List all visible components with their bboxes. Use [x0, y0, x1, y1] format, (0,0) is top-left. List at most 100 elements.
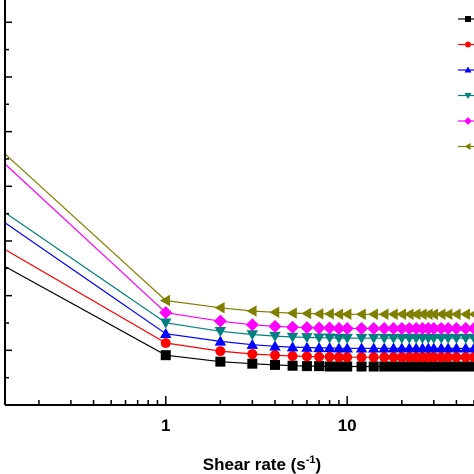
data-point-series-1	[436, 361, 447, 372]
data-point-series-3	[367, 342, 380, 353]
data-point-series-6	[333, 308, 344, 321]
data-point-series-3	[387, 342, 400, 353]
x-axis-title-main: Shear rate (s	[203, 455, 306, 474]
data-point-series-3	[313, 342, 325, 353]
data-point-series-1	[423, 361, 434, 372]
data-point-series-2	[451, 352, 462, 363]
legend-marker-3	[464, 66, 472, 73]
data-point-series-6	[269, 306, 280, 319]
x-axis-title-suffix: )	[316, 455, 322, 474]
data-point-series-5	[377, 321, 391, 335]
data-point-series-1	[269, 359, 280, 370]
data-point-series-2	[287, 350, 298, 361]
data-point-series-2	[160, 338, 171, 349]
x-axis-tick-label: 1	[161, 416, 170, 435]
data-point-series-4	[450, 333, 463, 344]
data-point-series-6	[403, 308, 414, 321]
data-point-series-5	[213, 314, 227, 328]
data-point-series-1	[314, 361, 325, 372]
data-point-series-4	[286, 332, 299, 343]
data-point-series-6	[160, 294, 171, 307]
data-point-series-3	[355, 342, 368, 353]
data-point-series-3	[269, 340, 281, 351]
data-point-series-2	[247, 348, 258, 359]
data-point-series-1	[460, 361, 471, 372]
data-point-series-2	[428, 352, 439, 363]
data-point-series-5	[441, 321, 455, 335]
data-point-series-5	[323, 321, 337, 335]
data-point-series-6	[341, 308, 352, 321]
data-point-series-5	[312, 321, 326, 335]
data-point-series-6	[355, 308, 366, 321]
data-point-series-6	[450, 308, 461, 321]
data-point-series-1	[333, 361, 344, 372]
data-point-series-5	[402, 321, 416, 335]
data-point-series-5	[367, 321, 381, 335]
data-point-series-3	[468, 342, 474, 353]
data-point-series-6	[301, 307, 312, 320]
data-point-series-4	[367, 333, 380, 344]
data-point-series-5	[459, 321, 473, 335]
data-point-series-6	[410, 308, 421, 321]
data-point-series-2	[379, 352, 390, 363]
data-point-series-5	[340, 321, 354, 335]
data-point-series-3	[301, 341, 313, 352]
data-point-series-3	[459, 342, 472, 353]
data-point-series-2	[356, 352, 367, 363]
data-point-series-2	[269, 350, 280, 361]
data-point-series-6	[416, 308, 427, 321]
data-point-series-2	[396, 352, 407, 363]
legend-marker-5	[464, 117, 472, 125]
data-point-series-4	[387, 333, 400, 344]
data-point-series-5	[355, 321, 369, 335]
data-point-series-6	[459, 308, 470, 321]
data-point-series-1	[287, 360, 298, 371]
data-point-series-1	[404, 361, 415, 372]
data-point-series-1	[451, 361, 462, 372]
data-point-series-1	[428, 361, 439, 372]
data-point-series-4	[323, 333, 336, 344]
data-point-series-1	[388, 361, 399, 372]
data-point-series-1	[356, 361, 367, 372]
data-point-series-3	[442, 342, 454, 353]
data-point-series-1	[411, 361, 422, 372]
data-point-series-2	[368, 352, 379, 363]
data-point-series-6	[435, 308, 446, 321]
data-point-series-5	[387, 321, 401, 335]
axes: 1 10	[4, 0, 474, 435]
data-point-series-5	[300, 321, 314, 335]
legend-marker-1	[465, 16, 471, 22]
series-line-4	[4, 212, 474, 339]
data-point-series-4	[355, 333, 368, 344]
data-point-series-6	[468, 310, 474, 318]
data-point-series-2	[342, 352, 353, 363]
data-point-series-3	[214, 335, 227, 346]
data-point-series-2	[469, 352, 474, 363]
legend	[458, 16, 474, 150]
data-point-series-1	[160, 350, 171, 361]
data-point-series-2	[333, 352, 344, 363]
data-point-series-4	[160, 318, 172, 329]
data-point-series-6	[396, 308, 407, 321]
legend-marker-2	[465, 41, 471, 48]
data-point-series-3	[378, 342, 390, 353]
data-point-series-3	[341, 342, 353, 353]
data-point-series-4	[378, 333, 390, 344]
data-point-series-4	[301, 333, 313, 344]
data-point-series-2	[443, 352, 454, 363]
data-point-series-6	[422, 308, 433, 321]
data-point-series-3	[246, 338, 259, 349]
data-point-series-4	[269, 331, 281, 342]
data-point-series-4	[214, 327, 227, 338]
data-point-series-1	[379, 361, 390, 372]
x-axis-tick-label: 10	[338, 416, 357, 435]
data-point-series-4	[246, 330, 259, 341]
data-point-series-6	[246, 305, 257, 317]
data-point-series-2	[314, 351, 325, 362]
data-point-series-6	[214, 302, 225, 314]
data-point-series-1	[324, 361, 335, 372]
data-point-series-6	[367, 308, 378, 321]
legend-marker-6	[464, 143, 471, 150]
data-point-series-5	[449, 321, 463, 335]
